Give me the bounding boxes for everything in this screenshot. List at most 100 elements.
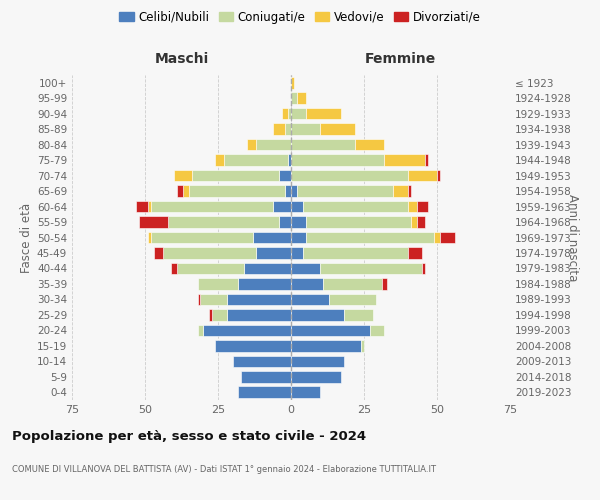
Bar (197, 294, 200, 305)
Bar (291, 386, 320, 398)
Bar (291, 92, 297, 104)
Text: COMUNE DI VILLANOVA DEL BATTISTA (AV) - Dati ISTAT 1° gennaio 2024 - Elaborazion: COMUNE DI VILLANOVA DEL BATTISTA (AV) - … (12, 465, 436, 474)
Bar (408, 247, 422, 259)
Bar (355, 139, 385, 150)
Bar (323, 278, 382, 289)
Bar (241, 371, 291, 382)
Bar (291, 154, 385, 166)
Bar (136, 200, 148, 212)
Bar (291, 232, 305, 243)
Bar (291, 356, 344, 367)
Bar (291, 186, 297, 197)
Bar (151, 200, 274, 212)
Bar (282, 108, 288, 120)
Bar (291, 77, 294, 88)
Bar (305, 216, 411, 228)
Bar (238, 386, 291, 398)
Bar (411, 216, 416, 228)
Bar (151, 232, 253, 243)
Bar (171, 262, 177, 274)
Bar (174, 170, 192, 181)
Bar (189, 186, 285, 197)
Bar (370, 324, 385, 336)
Bar (197, 324, 203, 336)
Bar (183, 186, 189, 197)
Bar (256, 247, 291, 259)
Bar (280, 170, 291, 181)
Bar (256, 139, 291, 150)
Text: Popolazione per età, sesso e stato civile - 2024: Popolazione per età, sesso e stato civil… (12, 430, 366, 443)
Bar (393, 186, 408, 197)
Bar (291, 124, 320, 135)
Bar (154, 247, 163, 259)
Bar (291, 294, 329, 305)
Bar (291, 262, 320, 274)
Bar (305, 232, 434, 243)
Bar (238, 278, 291, 289)
Text: Femmine: Femmine (365, 52, 436, 66)
Bar (382, 278, 388, 289)
Bar (163, 247, 256, 259)
Bar (291, 278, 323, 289)
Bar (291, 170, 408, 181)
Bar (288, 154, 291, 166)
Bar (291, 309, 344, 320)
Bar (224, 154, 288, 166)
Bar (227, 309, 291, 320)
Bar (425, 154, 428, 166)
Bar (434, 232, 440, 243)
Bar (291, 371, 341, 382)
Bar (244, 262, 291, 274)
Bar (148, 200, 151, 212)
Bar (320, 262, 422, 274)
Bar (227, 294, 291, 305)
Bar (305, 108, 341, 120)
Legend: Celibi/Nubili, Coniugati/e, Vedovi/e, Divorziati/e: Celibi/Nubili, Coniugati/e, Vedovi/e, Di… (115, 6, 485, 28)
Y-axis label: Anni di nascita: Anni di nascita (566, 194, 578, 281)
Bar (361, 340, 364, 351)
Bar (291, 340, 361, 351)
Bar (200, 294, 227, 305)
Bar (302, 247, 408, 259)
Bar (291, 216, 305, 228)
Bar (148, 232, 151, 243)
Bar (139, 216, 169, 228)
Y-axis label: Fasce di età: Fasce di età (20, 202, 33, 272)
Bar (192, 170, 280, 181)
Bar (297, 92, 305, 104)
Bar (408, 170, 437, 181)
Bar (209, 309, 212, 320)
Bar (344, 309, 373, 320)
Bar (274, 200, 291, 212)
Bar (247, 139, 256, 150)
Bar (203, 324, 291, 336)
Bar (422, 262, 425, 274)
Bar (285, 186, 291, 197)
Bar (285, 124, 291, 135)
Bar (408, 186, 411, 197)
Bar (291, 247, 302, 259)
Bar (215, 340, 291, 351)
Bar (416, 200, 428, 212)
Bar (253, 232, 291, 243)
Bar (320, 124, 355, 135)
Bar (177, 262, 244, 274)
Bar (291, 200, 302, 212)
Bar (280, 216, 291, 228)
Bar (291, 324, 370, 336)
Bar (169, 216, 280, 228)
Bar (302, 200, 408, 212)
Bar (437, 170, 440, 181)
Bar (288, 108, 291, 120)
Bar (197, 278, 238, 289)
Bar (291, 139, 355, 150)
Bar (177, 186, 183, 197)
Bar (385, 154, 425, 166)
Bar (329, 294, 376, 305)
Bar (297, 186, 393, 197)
Bar (408, 200, 416, 212)
Bar (416, 216, 425, 228)
Text: Maschi: Maschi (154, 52, 209, 66)
Bar (212, 309, 227, 320)
Bar (291, 108, 305, 120)
